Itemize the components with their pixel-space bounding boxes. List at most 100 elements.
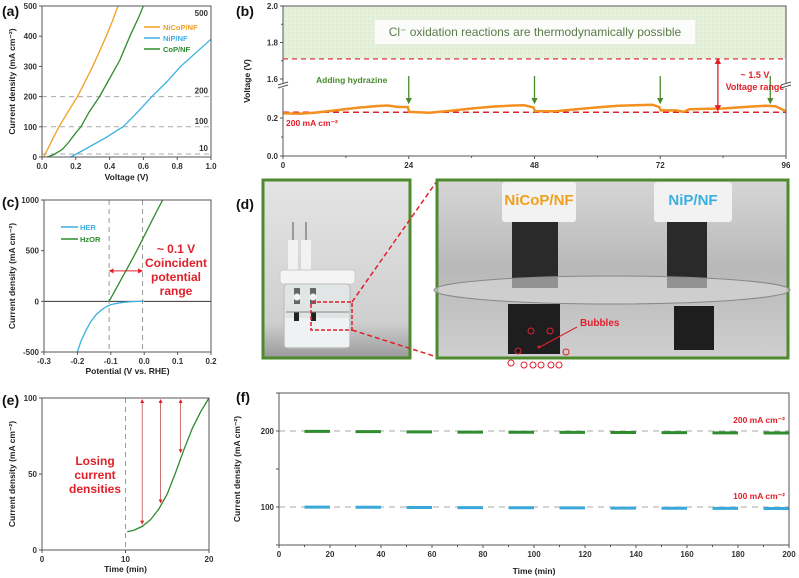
y-tick-label: 1.6 [267,75,279,84]
bubble-marker [529,361,537,369]
y-tick-label: 0 [33,153,38,162]
y-tick-label: 100 [24,123,38,132]
y-tick-label: 200 [24,93,38,102]
x-axis-title: Potential (V vs. RHE) [85,366,169,376]
electrode-nicop-small [294,312,299,321]
y-tick-label: 500 [26,247,40,256]
y-tick-label: 50 [28,470,37,479]
series-line-hzor [108,199,164,302]
losing-current-label: Losing [75,454,114,468]
y-axis-title: Current density (mA cm⁻²) [7,28,17,134]
holder-nicop [502,182,576,222]
plot-frame [41,5,212,158]
label-nicop: NiCoP/NF [504,192,573,209]
plot-frame [278,392,790,546]
cell-cap [279,269,356,285]
voltage-curve [282,103,787,116]
electrode-holder [301,240,311,280]
photo-frame-right [435,178,790,360]
y-tick-label: 1.8 [267,39,279,48]
bubble-marker [562,348,570,356]
electrode-holder [288,240,298,280]
coincident-range-label: range [160,284,193,298]
losing-current-label: densities [69,482,121,496]
bubble-marker [527,327,535,335]
panel-label-a: (a) [2,3,19,19]
legend-label: HzOR [80,235,101,244]
series-line-copnf [46,5,144,158]
x-tick-label: 0.0 [139,357,151,366]
x-tick-label: 72 [656,161,665,170]
y-tick-label: 500 [24,2,38,11]
coincident-range-label: potential [151,270,201,284]
x-tick-label: -0.1 [104,357,118,366]
x-tick-label: 20 [326,550,335,559]
x-axis-title: Time (min) [513,566,556,576]
baseline-label: 200 mA cm⁻² [286,118,338,128]
clip-screw [309,293,317,301]
reference-label: 100 mA cm⁻² [733,491,785,501]
y-tick-label: 200 [261,427,275,436]
reference-label: 200 mA cm⁻² [733,415,785,425]
bubble-marker [537,361,545,369]
hydrazine-label: Adding hydrazine [316,75,388,85]
y-axis-title: Current density (mA cm⁻²) [7,421,17,527]
axis-break-icon [277,81,289,89]
series-line-her [76,300,145,353]
bubble-marker [507,359,515,367]
electrode-closeup-photo: NiCoP/NF NiP/NF Bubbles [433,178,791,369]
x-tick-label: 96 [782,161,791,170]
x-tick-label: 80 [479,550,488,559]
x-tick-label: 48 [530,161,539,170]
chart-f: 200 mA cm⁻² 100 mA cm⁻² 0 20 40 60 80 100 120 140… [232,392,796,576]
x-tick-label: -0.2 [71,357,85,366]
legend-label: NiCoP/NF [163,23,198,32]
x-tick-label: 0.4 [104,162,116,171]
y-tick-label: 0.2 [267,114,279,123]
x-tick-label: 0 [281,161,286,170]
chart-a: 200 100 10 500 NiCoP/NF NiP/NF CoP/NF 0.0 0.2 0.4… [7,2,217,182]
cell-photo [261,178,412,360]
x-axis-title: Time (min) [104,564,147,574]
y-tick-label: 100 [24,394,38,403]
x-tick-label: 10 [121,555,130,564]
bubbles-pointer-dot [537,345,541,349]
y-axis-title: Voltage (V) [242,59,252,103]
y-tick-label: 300 [24,62,38,71]
x-tick-label: 0.2 [70,162,82,171]
plot-frame [43,199,212,353]
reference-label: 500 [195,9,209,18]
region-text-box [375,20,695,44]
axis-break-icon [780,81,792,89]
legend-label: HER [80,223,96,232]
x-tick-label: 200 [782,550,796,559]
x-tick-label: 1.0 [205,162,217,171]
x-tick-label: 0.6 [138,162,150,171]
y-tick-label: 400 [24,32,38,41]
x-tick-label: 160 [680,550,694,559]
legend-label: CoP/NF [163,45,191,54]
x-tick-label: 100 [527,550,541,559]
bubble-marker [514,347,522,355]
electrolyte [285,318,349,347]
bubble-markers [507,327,570,369]
beaker-rim [433,275,791,305]
y-tick-label: 100 [261,503,275,512]
voltage-range-label: Voltage range [726,82,785,92]
current-density-curve [127,397,210,533]
x-tick-label: 0 [40,555,45,564]
x-tick-label: 40 [377,550,386,559]
panel-label-f: (f) [236,389,250,405]
region-text: Cl⁻ oxidation reactions are thermodynami… [389,25,682,39]
photo-panel-d: NiCoP/NF NiP/NF Bubbles [261,178,791,369]
bubble-marker [520,361,528,369]
zoom-region-box [310,301,353,331]
zoom-connector-bottom [351,329,438,358]
reference-label: 100 [195,117,209,126]
electrode-wire [292,222,294,250]
bubble-marker [547,361,555,369]
y-tick-label: 0 [33,546,38,555]
x-tick-label: 0.0 [36,162,48,171]
